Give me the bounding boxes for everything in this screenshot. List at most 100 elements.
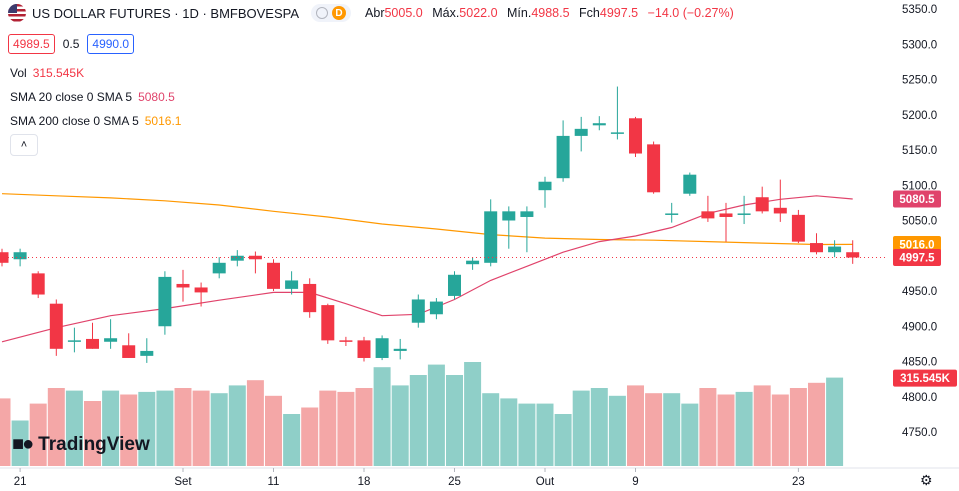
volume-legend[interactable]: Vol 315.545K bbox=[10, 66, 84, 80]
price-tick-label: 5350.0 bbox=[902, 4, 937, 16]
price-tag: 5016.0 bbox=[893, 235, 941, 253]
time-tick-label: Set bbox=[174, 476, 192, 488]
volume-bar bbox=[246, 380, 264, 466]
candle-body bbox=[647, 144, 661, 193]
candle-body bbox=[683, 174, 697, 194]
candle-body bbox=[230, 255, 244, 261]
volume-bar bbox=[47, 388, 65, 466]
price-tick-label: 4800.0 bbox=[902, 392, 937, 404]
volume-bar bbox=[590, 388, 608, 466]
volume-bar bbox=[102, 390, 120, 466]
volume-bar bbox=[717, 394, 735, 466]
collapse-legend-button[interactable]: ˄ bbox=[10, 134, 38, 156]
volume-bar bbox=[156, 390, 174, 466]
sma20-line bbox=[1, 195, 853, 343]
spread-value: 0.5 bbox=[62, 37, 80, 51]
symbol-title[interactable]: US DOLLAR FUTURES · 1D · BMFBOVESPA bbox=[32, 5, 300, 21]
volume-bar bbox=[735, 391, 753, 466]
sell-button[interactable]: 4989.5 bbox=[8, 34, 55, 54]
price-tick-label: 4850.0 bbox=[902, 357, 937, 369]
volume-label: Vol bbox=[10, 66, 27, 80]
candle-body bbox=[538, 181, 552, 191]
symbol-header: US DOLLAR FUTURES · 1D · BMFBOVESPA D Ab… bbox=[8, 4, 734, 22]
volume-bar bbox=[0, 398, 11, 466]
candle-body bbox=[520, 211, 534, 217]
volume-tag-background bbox=[893, 369, 957, 387]
candle-body bbox=[755, 197, 769, 212]
open-value: 5005.0 bbox=[384, 6, 423, 20]
time-tick-label: Out bbox=[536, 476, 555, 488]
time-tick-label: 25 bbox=[448, 476, 461, 488]
chevron-up-icon: ˄ bbox=[20, 139, 28, 151]
candle-body bbox=[828, 246, 842, 253]
sma200-line bbox=[1, 193, 853, 246]
volume-bar bbox=[337, 391, 355, 466]
candle-body bbox=[466, 260, 480, 265]
price-tick-label: 4750.0 bbox=[902, 427, 937, 439]
candle-body bbox=[212, 262, 226, 274]
volume-bar bbox=[228, 385, 246, 466]
candle-body bbox=[122, 345, 136, 358]
low-value: 4988.5 bbox=[531, 6, 570, 20]
price-tick-label: 5300.0 bbox=[902, 39, 937, 51]
volume-bar bbox=[572, 390, 590, 466]
time-tick-label: 21 bbox=[14, 476, 27, 488]
volume-bar bbox=[482, 393, 500, 466]
candle-body bbox=[303, 283, 317, 313]
price-tag-label: 4997.5 bbox=[899, 253, 935, 265]
candle-body bbox=[592, 123, 606, 126]
volume-bar bbox=[753, 385, 771, 466]
volume-bar bbox=[11, 420, 29, 466]
price-tick-label: 5050.0 bbox=[902, 216, 937, 228]
volume-bar bbox=[663, 393, 681, 466]
price-tags: 5080.5 5016.0 4997.5 315.545K bbox=[893, 190, 957, 387]
candle-body bbox=[701, 211, 715, 219]
candle-body bbox=[357, 340, 371, 358]
candle-body bbox=[810, 243, 823, 253]
settings-gear-icon[interactable]: ⚙ bbox=[920, 472, 933, 488]
volume-bar bbox=[120, 394, 138, 466]
price-tick-label: 5150.0 bbox=[902, 145, 937, 157]
candle-body bbox=[429, 301, 443, 315]
price-tag-background bbox=[893, 249, 941, 267]
sma200-legend[interactable]: SMA 200 close 0 SMA 5 5016.1 bbox=[10, 114, 181, 128]
candle-body bbox=[267, 262, 280, 289]
time-tick-label: 9 bbox=[632, 476, 638, 488]
volume-bar bbox=[29, 403, 47, 466]
tradingview-logo-icon: ■● bbox=[12, 433, 34, 455]
price-tick-label: 4900.0 bbox=[902, 321, 937, 333]
candle-body bbox=[194, 287, 208, 293]
time-tick-label: 18 bbox=[358, 476, 371, 488]
sma200-label: SMA 200 close 0 SMA 5 bbox=[10, 114, 139, 128]
volume-bar bbox=[84, 401, 101, 466]
volume-bar bbox=[464, 362, 482, 466]
candle-body bbox=[665, 213, 679, 215]
volume-bar bbox=[391, 385, 409, 466]
price-tag: 4997.5 bbox=[893, 249, 941, 267]
volume-bar bbox=[771, 394, 789, 466]
candle-body bbox=[411, 299, 425, 323]
price-tag-background bbox=[893, 190, 941, 208]
volume-bar bbox=[65, 390, 83, 466]
candle-body bbox=[502, 211, 516, 221]
delay-badge: D bbox=[332, 6, 347, 20]
candle-body bbox=[67, 340, 81, 342]
candle-body bbox=[448, 274, 461, 296]
time-tick-label: 23 bbox=[792, 476, 805, 488]
candle-body bbox=[158, 276, 172, 327]
high-value: 5022.0 bbox=[459, 6, 498, 20]
buy-button[interactable]: 4990.0 bbox=[87, 34, 135, 54]
tradingview-logo[interactable]: ■● TradingView bbox=[12, 433, 150, 456]
volume-bar bbox=[446, 375, 463, 466]
price-tag-label: 5080.5 bbox=[899, 194, 935, 206]
candle-body bbox=[719, 213, 733, 217]
sma20-legend[interactable]: SMA 20 close 0 SMA 5 5080.5 bbox=[10, 90, 175, 104]
us-flag-icon bbox=[8, 4, 26, 22]
volume-bar bbox=[536, 403, 554, 466]
trade-row: 4989.5 0.5 4990.0 bbox=[8, 34, 135, 54]
volume-bar bbox=[301, 407, 319, 466]
time-axis[interactable]: 21 Set 11 18 25 Out 9 23 bbox=[0, 467, 959, 488]
status-pill[interactable]: D bbox=[311, 4, 352, 22]
volume-bar bbox=[681, 403, 699, 466]
